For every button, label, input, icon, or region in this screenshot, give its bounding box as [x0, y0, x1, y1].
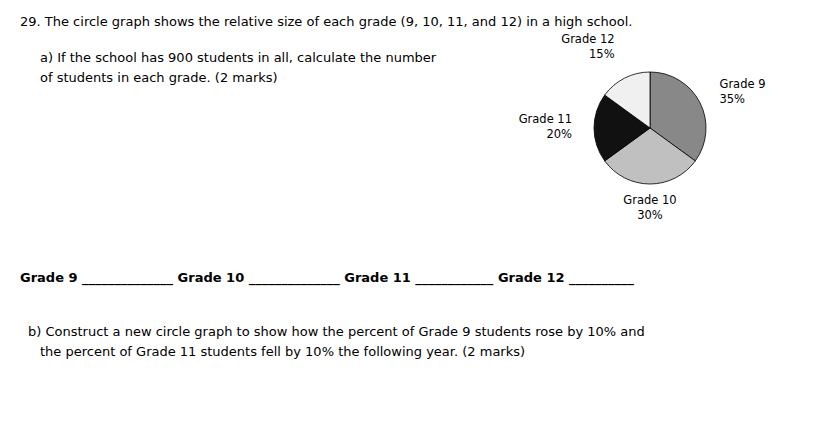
data-label-value: 35%	[719, 92, 745, 106]
data-label: Grade 1120%	[519, 112, 572, 141]
annotation: of students in each grade. (2 marks)	[40, 70, 278, 85]
chart: 29. The circle graph shows the relative …	[0, 0, 827, 429]
pie-slice	[605, 72, 650, 128]
annotation: the percent of Grade 11 students fell by…	[40, 344, 525, 359]
data-label-value: 30%	[637, 208, 663, 222]
pie: Grade 935% Grade 1030% Grade 1120% Grade 12…	[519, 32, 766, 222]
data-label-category: Grade 12	[561, 32, 614, 46]
data-label: Grade 1215%	[561, 32, 614, 61]
data-label-category: Grade 9	[719, 77, 765, 91]
data-label-value: 20%	[546, 127, 572, 141]
title: 29. The circle graph shows the relative …	[20, 14, 633, 29]
data-label-category: Grade 11	[519, 112, 572, 126]
annotation: a) If the school has 900 students in all…	[40, 50, 437, 65]
data-label: Grade 935%	[719, 77, 765, 106]
data-label-category: Grade 10	[623, 193, 676, 207]
annotation: b) Construct a new circle graph to show …	[28, 324, 645, 339]
data-label-value: 15%	[589, 47, 615, 61]
data-label: Grade 1030%	[623, 193, 676, 222]
annotation: Grade 9 ______________ Grade 10 ________…	[20, 270, 635, 286]
